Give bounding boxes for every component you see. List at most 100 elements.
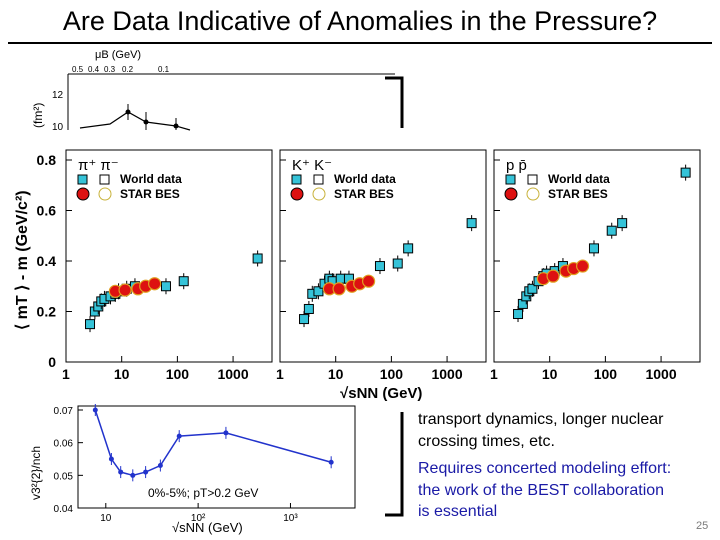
legend-world-label: World data xyxy=(548,172,610,186)
v3-point xyxy=(328,459,334,465)
v3-x-tick: 10³ xyxy=(283,513,298,524)
top-y-unit: (fm²) xyxy=(31,103,45,128)
emphasis-line-2: the work of the BEST collaboration xyxy=(418,482,665,499)
particle-label: K⁺ K⁻ xyxy=(292,157,332,174)
v3-point xyxy=(223,430,229,436)
v3-x-label: √sNN (GeV) xyxy=(172,520,243,535)
top-tick: 0.1 xyxy=(158,65,170,74)
v3-point xyxy=(130,472,136,478)
world-data-point xyxy=(374,261,385,272)
legend-world-open-marker xyxy=(99,174,110,185)
main-x-tick: 10 xyxy=(328,366,344,382)
main-y-tick: 0 xyxy=(48,354,56,370)
top-tick: 0.3 xyxy=(104,65,116,74)
world-data-point xyxy=(527,283,538,294)
v3-annotation: 0%-5%; pT>0.2 GeV xyxy=(148,486,258,500)
v3-frame xyxy=(77,405,356,509)
world-data-point xyxy=(606,225,617,236)
v3-point xyxy=(92,407,98,413)
world-data-point xyxy=(513,309,524,320)
particle-label: π⁺ π⁻ xyxy=(78,157,119,174)
world-data-point xyxy=(160,281,171,292)
world-data-point xyxy=(335,273,346,284)
legend-world-label: World data xyxy=(334,172,396,186)
top-y-tick: 12 xyxy=(52,90,64,101)
emphasis-line-3: is essential xyxy=(418,503,498,520)
legend-star-label: STAR BES xyxy=(548,187,608,201)
legend-star-marker xyxy=(504,187,518,201)
main-y-tick: 0.4 xyxy=(37,253,57,269)
main-x-tick: 1000 xyxy=(645,366,676,382)
world-data-point xyxy=(85,319,96,330)
world-data-point xyxy=(680,167,691,178)
v3-point xyxy=(118,469,124,475)
main-x-tick: 100 xyxy=(594,366,618,382)
v3-figure: v3²{2}/nch 0.07 0.06 0.05 0.04 10 10² 10³ √sNN (… xyxy=(29,404,356,535)
world-data-point xyxy=(403,243,414,254)
panel-frame xyxy=(493,149,701,363)
star-data-point xyxy=(362,274,376,288)
main-y-tick: 0.2 xyxy=(37,304,57,320)
legend-star-marker xyxy=(290,187,304,201)
legend-star-label: STAR BES xyxy=(120,187,180,201)
emphasis-line-1: Requires concerted modeling effort: xyxy=(418,460,672,477)
top-figure: μB (GeV) 0.5 0.4 0.3 0.2 0.1 (fm²) 12 10 xyxy=(31,49,395,133)
main-x-label: √sNN (GeV) xyxy=(340,385,422,402)
main-x-tick: 100 xyxy=(380,366,404,382)
main-y-tick: 0.8 xyxy=(37,152,57,168)
v3-point xyxy=(143,469,149,475)
world-data-point xyxy=(617,218,628,229)
legend-world-marker xyxy=(505,174,516,185)
top-axis-label: μB (GeV) xyxy=(95,49,141,61)
v3-y-tick: 0.04 xyxy=(54,504,74,515)
legend-world-marker xyxy=(77,174,88,185)
v3-line xyxy=(94,409,332,477)
world-data-point xyxy=(299,314,310,325)
legend-star-open-marker xyxy=(526,187,540,201)
star-data-point xyxy=(332,282,346,296)
main-x-tick: 1 xyxy=(490,366,498,382)
v3-point xyxy=(157,463,163,469)
top-curve xyxy=(79,111,191,131)
world-data-point xyxy=(252,253,263,264)
legend-world-open-marker xyxy=(313,174,324,185)
legend-star-marker xyxy=(76,187,90,201)
particle-label: p p̄ xyxy=(506,157,527,174)
world-data-point xyxy=(303,303,314,314)
v3-y-tick: 0.05 xyxy=(54,471,74,482)
body-line-1: transport dynamics, longer nuclear xyxy=(418,411,664,428)
legend-world-open-marker xyxy=(527,174,538,185)
top-y-tick: 10 xyxy=(52,122,64,133)
main-x-tick: 1 xyxy=(62,366,70,382)
legend-world-marker xyxy=(291,174,302,185)
main-x-tick: 10 xyxy=(542,366,558,382)
body-line-2: crossing times, etc. xyxy=(418,433,555,450)
star-data-point xyxy=(118,283,132,297)
v3-y-tick: 0.06 xyxy=(54,439,74,450)
v3-point xyxy=(176,433,182,439)
top-tick: 0.2 xyxy=(122,65,134,74)
star-data-point xyxy=(148,277,162,291)
main-figure-background xyxy=(18,138,714,400)
main-x-tick: 1000 xyxy=(431,366,462,382)
world-data-point xyxy=(313,286,324,297)
top-tick: 0.4 xyxy=(88,65,100,74)
legend-star-label: STAR BES xyxy=(334,187,394,201)
main-x-tick: 100 xyxy=(166,366,190,382)
world-data-point xyxy=(588,243,599,254)
v3-y-tick: 0.07 xyxy=(54,406,74,417)
slide-title: Are Data Indicative of Anomalies in the … xyxy=(62,6,658,36)
main-x-tick: 1 xyxy=(276,366,284,382)
v3-x-tick: 10 xyxy=(100,513,112,524)
title-rule xyxy=(8,42,712,44)
main-x-tick: 10 xyxy=(114,366,130,382)
star-data-point xyxy=(576,259,590,273)
legend-star-open-marker xyxy=(312,187,326,201)
main-y-tick: 0.6 xyxy=(37,203,57,219)
bracket-top xyxy=(385,76,404,128)
legend-world-label: World data xyxy=(120,172,182,186)
top-tick: 0.5 xyxy=(72,65,84,74)
